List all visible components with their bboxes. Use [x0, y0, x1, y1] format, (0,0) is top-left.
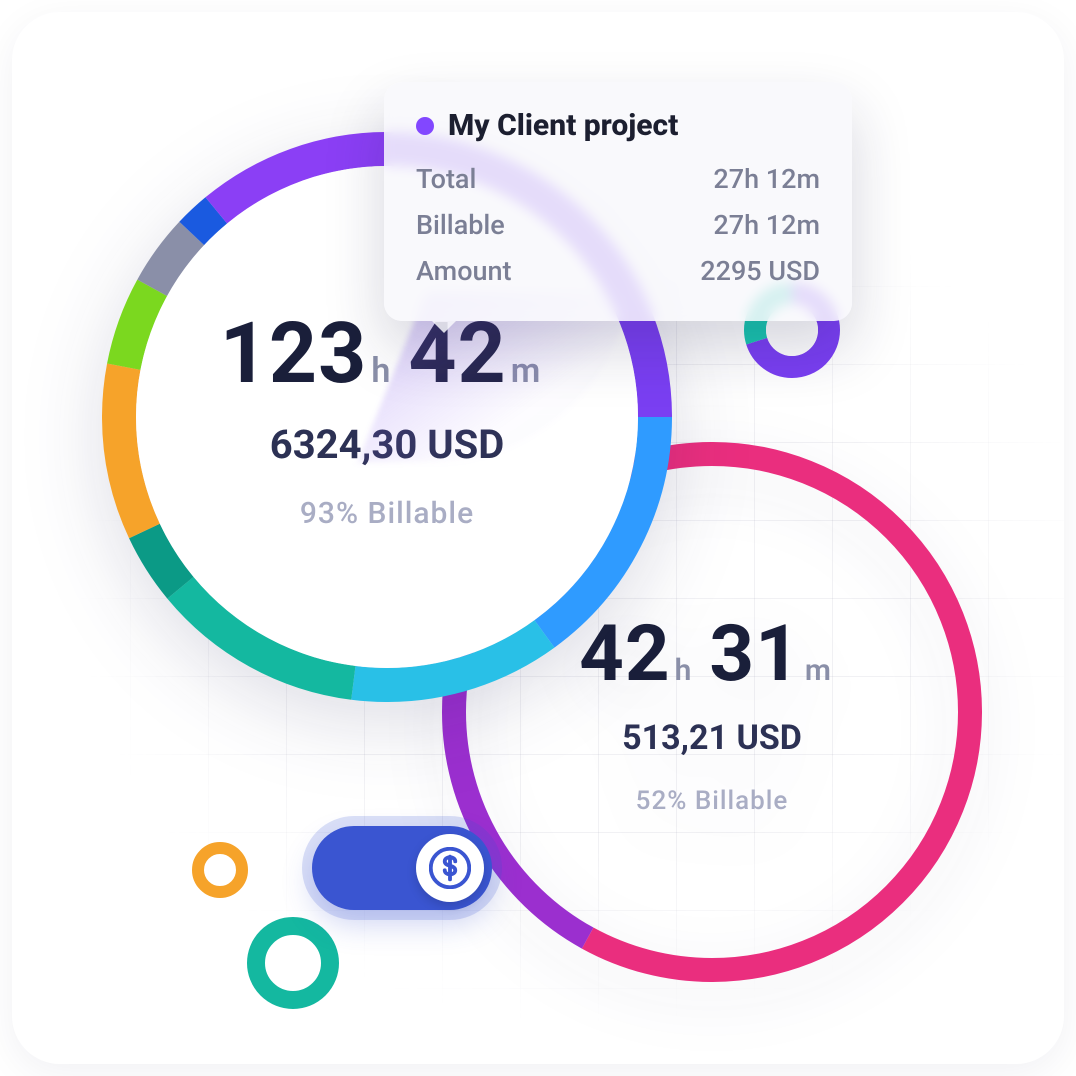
tooltip-row-label: Billable: [416, 203, 505, 249]
main-min-unit: m: [511, 351, 541, 391]
main-hours-unit: h: [371, 351, 390, 391]
dollar-icon: [429, 847, 471, 889]
tooltip-row-billable: Billable 27h 12m: [416, 203, 820, 249]
billable-toggle[interactable]: [312, 826, 492, 910]
tooltip-color-dot: [416, 117, 434, 135]
main-billable: 93% Billable: [300, 496, 474, 531]
tooltip-pointer: [432, 321, 456, 345]
secondary-amount: 513,21 USD: [622, 718, 802, 758]
tooltip-title: My Client project: [448, 108, 678, 143]
tooltip-title-row: My Client project: [416, 108, 820, 143]
secondary-hours-unit: h: [675, 653, 692, 688]
toggle-knob: [416, 834, 484, 902]
decorative-ring-orange: [192, 842, 248, 898]
secondary-billable: 52% Billable: [636, 786, 789, 816]
dashboard-card: 42 h 31 m 513,21 USD 52% Billable 123 h …: [12, 12, 1064, 1064]
tooltip-row-value: 27h 12m: [713, 203, 820, 249]
decorative-ring-teal: [247, 917, 339, 1009]
tooltip-row-total: Total 27h 12m: [416, 157, 820, 203]
project-tooltip: My Client project Total 27h 12m Billable…: [384, 82, 852, 321]
tooltip-row-amount: Amount 2295 USD: [416, 249, 820, 295]
main-amount: 6324,30 USD: [270, 421, 504, 468]
secondary-minutes: 31: [709, 609, 801, 700]
tooltip-row-value: 27h 12m: [713, 157, 820, 203]
main-hours: 123: [220, 304, 368, 403]
secondary-min-unit: m: [805, 653, 831, 688]
tooltip-row-value: 2295 USD: [700, 249, 820, 295]
tooltip-row-label: Total: [416, 157, 476, 203]
tooltip-row-label: Amount: [416, 249, 512, 295]
